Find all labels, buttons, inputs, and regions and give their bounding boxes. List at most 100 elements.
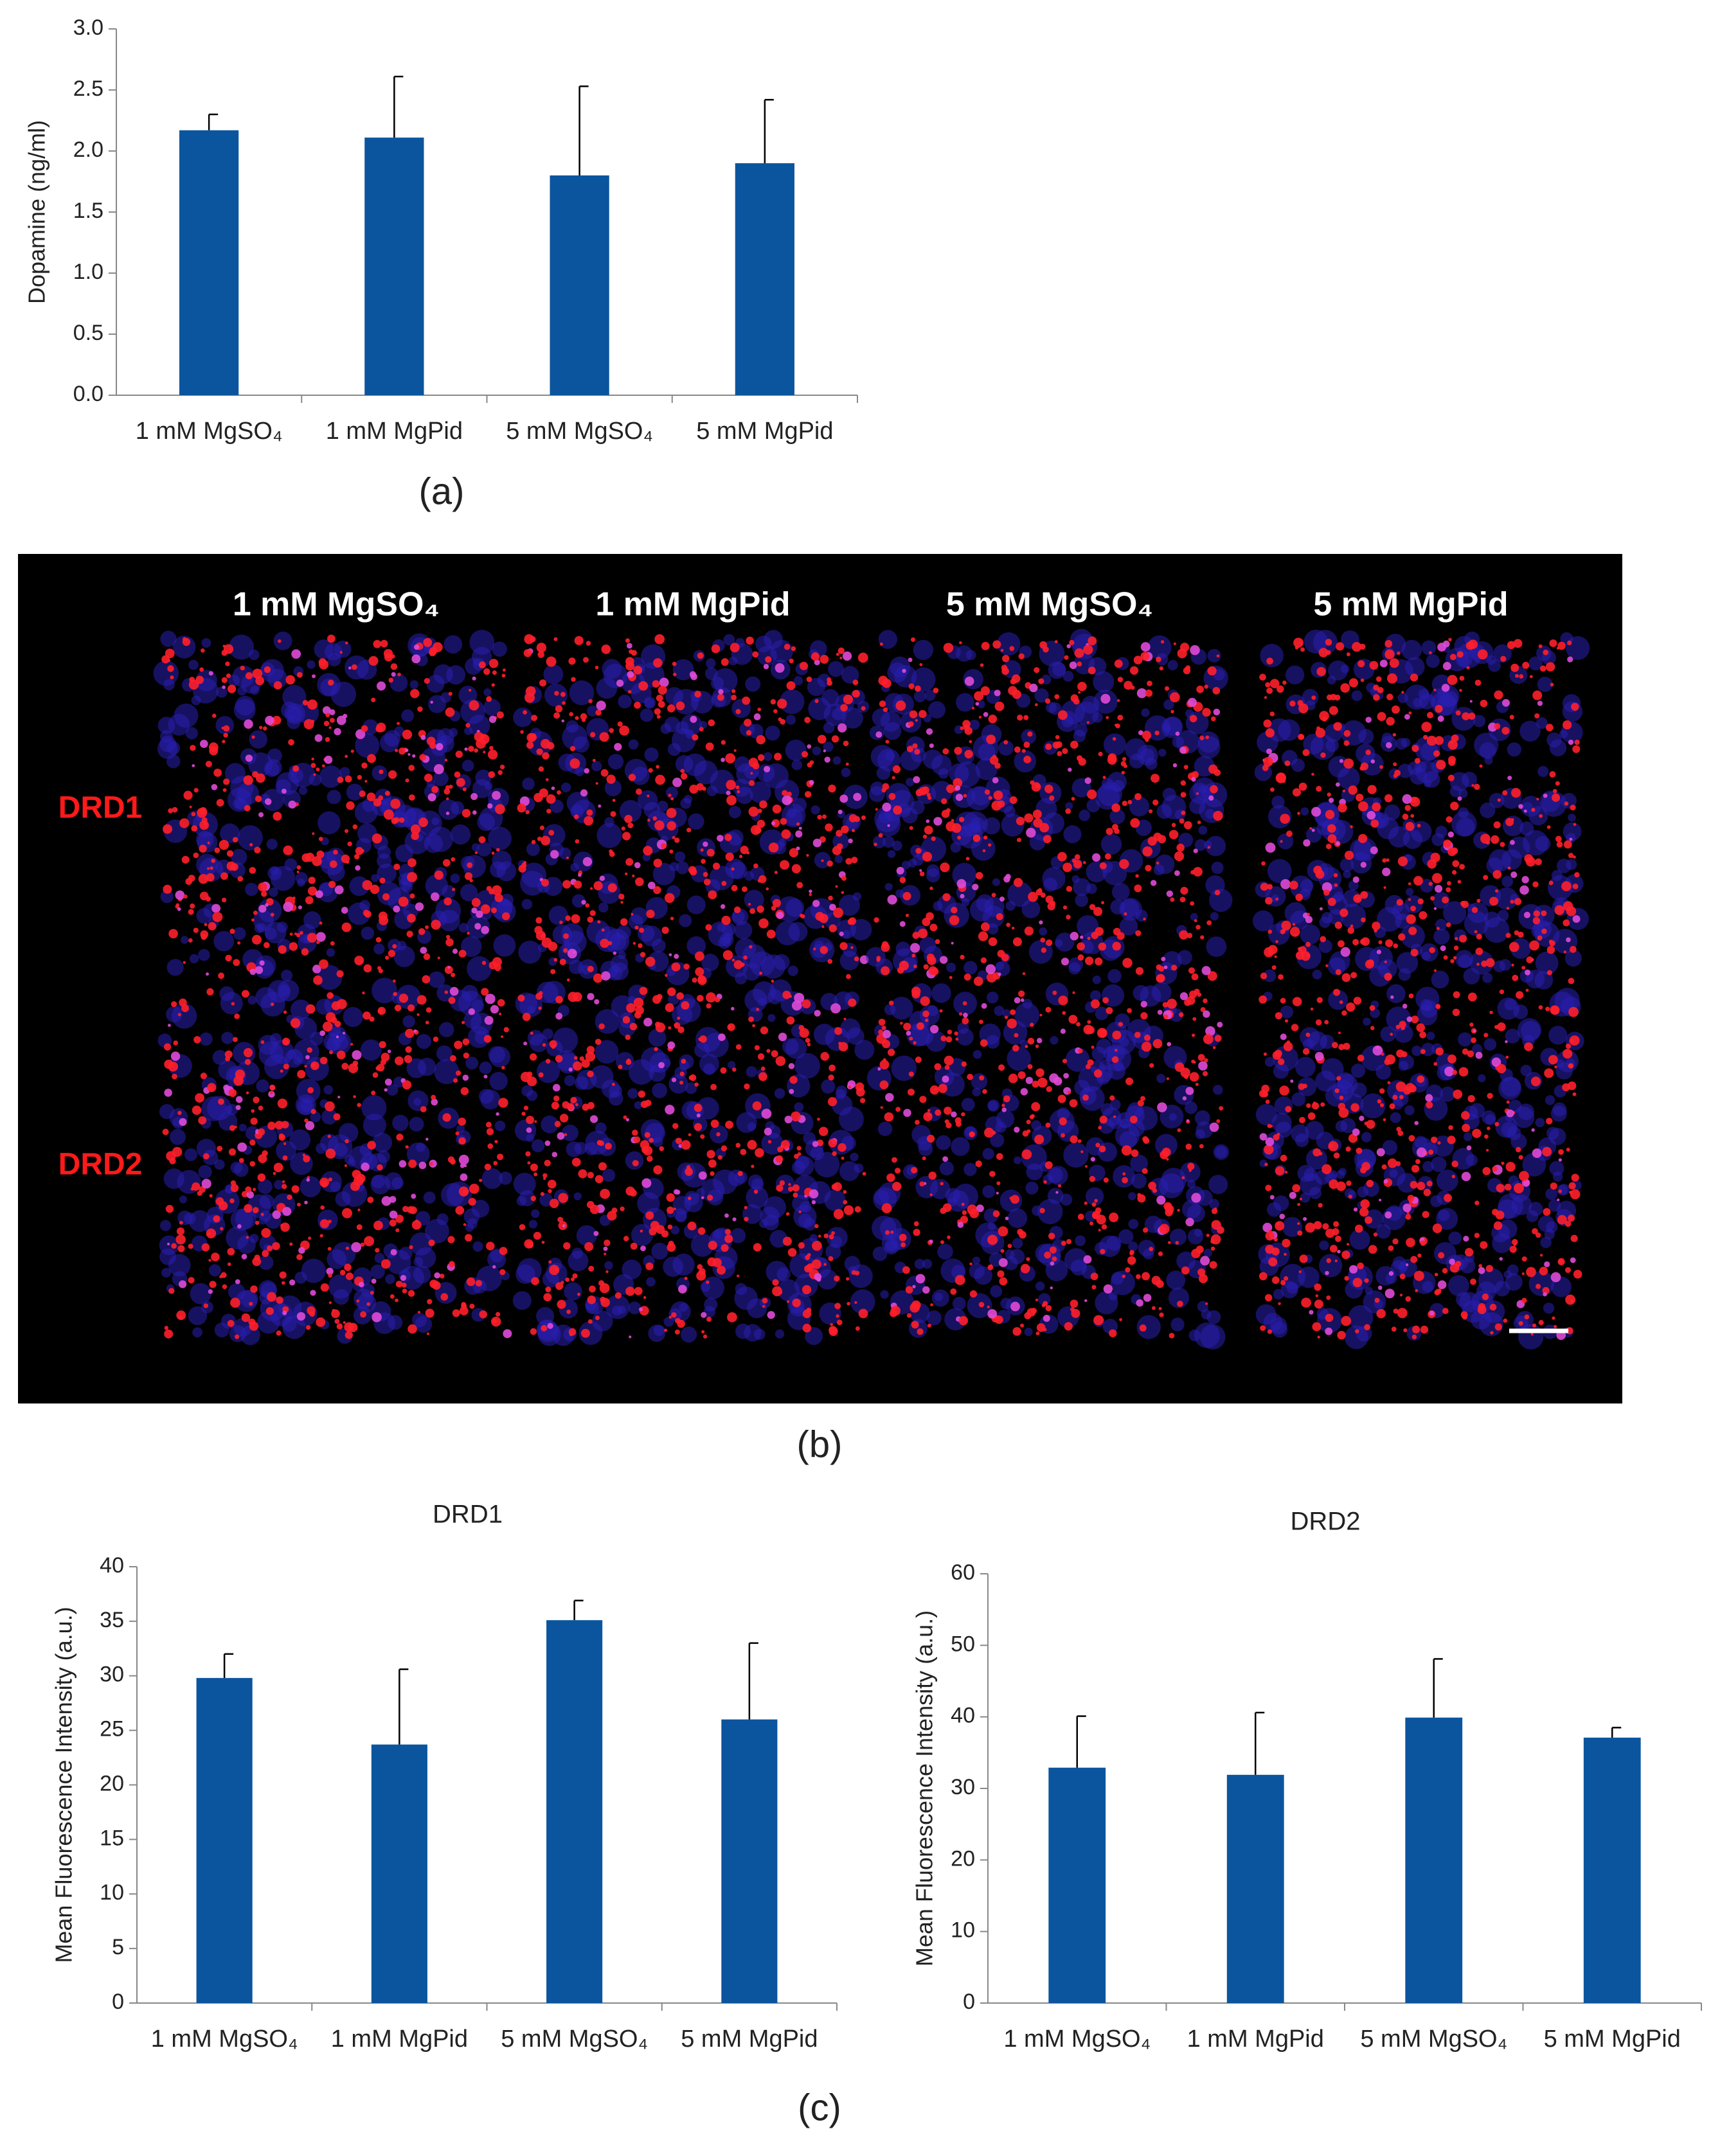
speckle [1357,1186,1368,1198]
speckle [1142,1272,1151,1281]
speckle [791,1161,805,1174]
speckle [1402,814,1409,820]
speckle [1063,1073,1070,1079]
speckle [522,1012,531,1021]
speckle [604,1252,607,1256]
speckle [666,808,677,818]
speckle [936,1135,951,1150]
speckle [600,1188,611,1199]
speckle [1021,1149,1032,1160]
speckle [1170,1317,1185,1332]
speckle [850,1289,875,1314]
speckle [983,712,989,717]
speckle [888,1000,894,1006]
speckle [789,994,793,998]
speckle [245,882,258,896]
speckle [1096,1215,1106,1225]
speckle [1095,958,1103,966]
speckle [586,1200,595,1209]
speckle [359,960,363,963]
speckle [1135,930,1142,936]
speckle [735,709,741,715]
speckle [472,1241,483,1252]
speckle [1216,1119,1221,1123]
speckle [1143,1227,1149,1233]
speckle [1510,871,1518,878]
speckle [654,1021,661,1028]
speckle [862,1172,866,1176]
speckle [648,951,669,972]
speckle [944,1065,950,1070]
speckle [1003,1095,1010,1103]
speckle [667,1243,676,1252]
speckle [988,937,998,947]
speckle [1274,1096,1293,1115]
speckle [497,999,505,1007]
speckle [458,950,467,958]
speckle [199,807,207,815]
speckle [1183,765,1188,770]
speckle [177,907,181,911]
speckle [260,1213,264,1216]
speckle [550,968,556,974]
speckle [263,726,267,731]
speckle [377,1064,385,1072]
speckle [899,921,906,927]
speckle [361,725,368,733]
speckle [668,1026,672,1030]
speckle [568,992,578,1002]
speckle [884,1004,896,1015]
speckle [1563,822,1582,841]
speckle [256,1079,269,1093]
speckle [1074,648,1084,658]
speckle [1310,735,1336,760]
speckle [599,732,609,742]
speckle [337,776,344,783]
speckle [192,1105,202,1115]
speckle [1510,663,1519,672]
speckle [1305,941,1311,947]
speckle [976,1204,984,1213]
speckle [1376,1224,1391,1239]
speckle [891,1055,917,1082]
speckle [1083,1024,1093,1035]
speckle [614,743,622,751]
speckle [978,715,982,719]
speckle [581,1059,590,1068]
speckle [1187,932,1193,939]
speckle [766,887,769,891]
speckle [165,1205,174,1213]
speckle [1449,785,1462,797]
speckle [1138,730,1143,736]
speckle [672,661,677,666]
speckle [1365,959,1374,969]
speckle [930,1024,939,1034]
speckle [541,878,550,887]
speckle [628,739,639,750]
speckle [1202,1071,1208,1076]
speckle [282,1037,291,1046]
speckle [1360,862,1367,868]
speckle [1012,937,1022,947]
speckle [193,1036,201,1044]
speckle [767,1311,775,1319]
speckle [1420,742,1438,761]
speckle [929,743,934,748]
speckle [1196,1245,1204,1254]
speckle [778,1032,787,1042]
speckle [419,754,426,761]
speckle [367,754,376,763]
speckle [659,677,669,688]
speckle [622,832,631,841]
speckle [1467,902,1489,923]
speckle [1179,896,1186,903]
speckle [562,1224,566,1227]
speckle [251,735,255,739]
speckle [523,1041,528,1046]
speckle [1032,809,1042,819]
speckle [431,1094,436,1100]
speckle [658,1062,665,1069]
speckle [1385,742,1392,749]
speckle [972,884,979,891]
speckle [877,1121,893,1136]
